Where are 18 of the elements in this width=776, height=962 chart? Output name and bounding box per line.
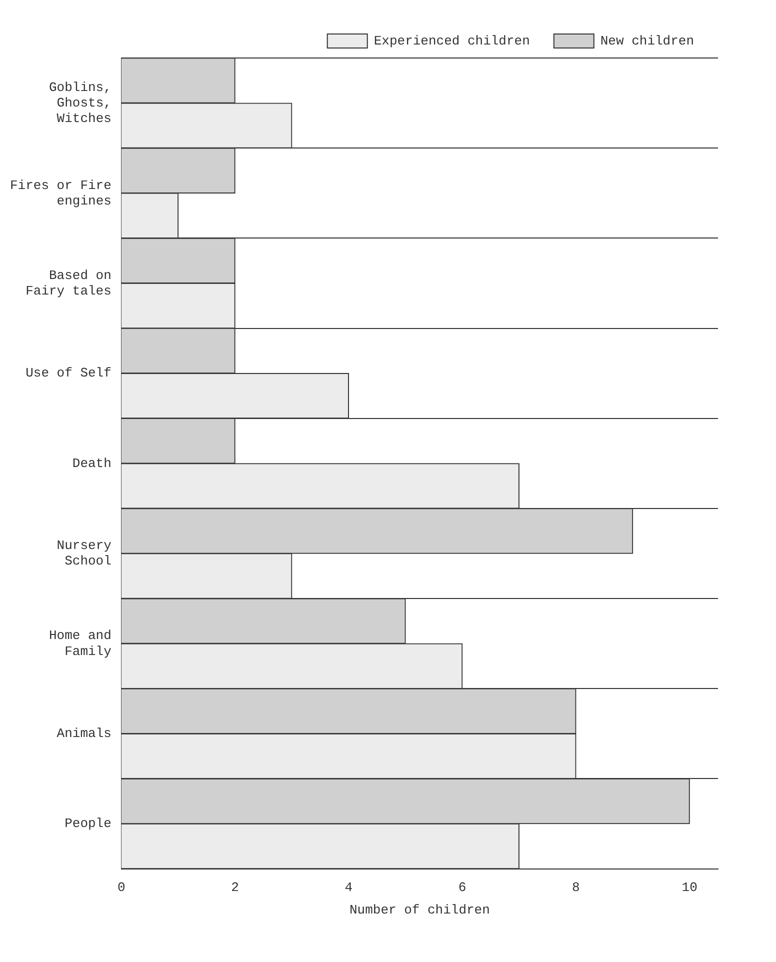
y-tick-label: People bbox=[64, 816, 112, 832]
x-axis-title: Number of children bbox=[349, 902, 490, 918]
y-tick-label: Goblins, Ghosts, Witches bbox=[48, 80, 112, 126]
y-tick-label: Nursery School bbox=[56, 538, 112, 569]
y-tick-label: Animals bbox=[56, 726, 112, 742]
x-tick-label: 4 bbox=[344, 880, 353, 896]
y-tick-label: Home and Family bbox=[48, 628, 112, 659]
legend-label: New children bbox=[600, 33, 694, 48]
x-tick-label: 6 bbox=[458, 880, 466, 896]
x-tick-label: 0 bbox=[118, 880, 126, 896]
x-tick-label: 8 bbox=[572, 880, 580, 896]
x-tick-label: 10 bbox=[682, 880, 698, 896]
legend-label: Experienced children bbox=[374, 33, 530, 48]
x-tick-label: 2 bbox=[231, 880, 239, 896]
y-tick-label: Fires or Fire engines bbox=[10, 178, 112, 208]
y-tick-label: Death bbox=[72, 456, 112, 471]
y-tick-label: Based on Fairy tales bbox=[26, 268, 112, 298]
y-tick-label: Use of Self bbox=[26, 366, 112, 381]
